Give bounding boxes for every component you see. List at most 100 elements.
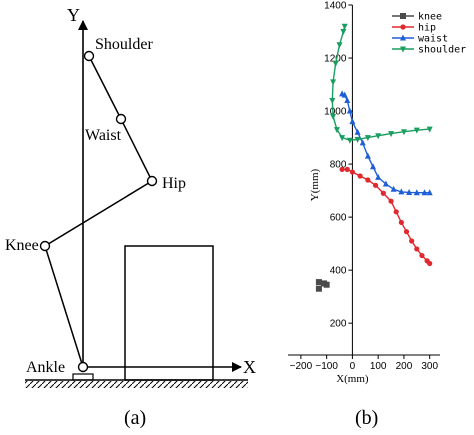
series-waist-point: [375, 173, 382, 180]
legend-waist-label: waist: [418, 34, 448, 45]
series-shoulder-point: [330, 113, 337, 120]
series-hip-point: [427, 260, 433, 267]
ankle-label: Ankle: [26, 359, 65, 376]
panel-b-label: (b): [355, 407, 378, 429]
series-hip-point: [388, 198, 394, 204]
series-shoulder-line: [331, 26, 430, 141]
series-waist-point: [341, 91, 348, 98]
y-axis-label: Y: [67, 5, 80, 25]
y-tick-label: 1200: [324, 54, 347, 65]
series-shoulder-point: [346, 137, 353, 144]
chart-y-axis-label: Y(mm): [309, 168, 321, 201]
body-links: [44, 55, 153, 368]
x-tick-label: 300: [421, 361, 438, 372]
series-hip-point: [409, 238, 415, 244]
series-hip-point: [380, 190, 386, 196]
legend-knee-marker: [400, 13, 406, 19]
y-tick-label: 200: [330, 319, 347, 330]
chart-x-axis-label: X(mm): [336, 373, 369, 385]
x-tick-label: 100: [370, 361, 387, 372]
legend-hip-label: hip: [418, 23, 436, 34]
x-tick-label: 0: [350, 361, 356, 372]
y-tick-label: 800: [330, 160, 347, 171]
series-waist-point: [406, 188, 413, 195]
obstacle-box: [124, 245, 214, 381]
x-tick-label: −100: [315, 361, 338, 372]
waist-label: Waist: [85, 127, 122, 144]
series-shoulder-point: [340, 29, 347, 36]
series-waist-point: [349, 118, 356, 125]
series-shoulder-point: [400, 129, 407, 136]
series-waist-point: [364, 152, 371, 159]
hip-label: Hip: [162, 175, 186, 192]
series-hip-point: [393, 209, 399, 215]
series-knee-point: [323, 281, 330, 288]
series-shoulder-point: [375, 133, 382, 140]
chart-axes: 200 400 600 800 1000 1200 1400 −200 −100 0 100 200 3…: [288, 1, 440, 372]
legend-hip-marker: [400, 24, 406, 30]
series-shoulder-point: [333, 127, 340, 134]
legend-shoulder-label: shoulder: [418, 45, 466, 56]
waist-joint: [115, 113, 127, 125]
series-shoulder-point: [332, 60, 339, 67]
y-tick-label: 1000: [324, 107, 347, 118]
series-waist-point: [426, 189, 433, 196]
series-waist-point: [354, 128, 361, 135]
series-shoulder-point: [336, 42, 343, 49]
series-hip-point: [414, 246, 420, 252]
series-hip-point: [349, 169, 356, 175]
legend-knee-label: knee: [418, 12, 442, 23]
series-hip-line: [342, 168, 431, 265]
series-hip-point: [357, 173, 363, 179]
series-waist-point: [346, 107, 353, 114]
series-waist-point: [413, 189, 420, 196]
series-waist-line: [341, 93, 430, 194]
y-tick-label: 1400: [324, 1, 347, 12]
series-hip-point: [344, 166, 350, 172]
ankle-joint: [77, 361, 89, 373]
ankle-base: [72, 373, 94, 381]
x-axis-label: X: [243, 357, 256, 377]
series-hip-point: [419, 252, 425, 259]
series-waist-point: [382, 180, 389, 187]
series-shoulder-point: [354, 136, 361, 143]
series-shoulder-point: [413, 127, 420, 134]
series-hip-point: [365, 177, 371, 183]
series-hip-point: [398, 219, 404, 226]
series-shoulder-point: [364, 135, 371, 142]
series-shoulder-point: [388, 131, 395, 138]
series-shoulder-point: [330, 79, 337, 86]
legend-waist-marker: [400, 34, 406, 41]
chart-b: 200 400 600 800 1000 1200 1400 −200 −100 0 100 200 3…: [288, 1, 466, 429]
series-waist-point: [421, 189, 428, 196]
series-waist-point: [359, 139, 366, 146]
series-knee-point: [315, 279, 322, 286]
chart-series: [315, 23, 433, 292]
series-shoulder-point: [341, 23, 348, 30]
series-waist-point: [370, 163, 377, 170]
knee-label: Knee: [5, 237, 39, 254]
shoulder-joint: [83, 50, 95, 62]
x-tick-label: −200: [290, 361, 313, 372]
series-hip-point: [339, 166, 345, 172]
hip-joint: [146, 175, 158, 187]
ground-hatch: [25, 381, 248, 388]
y-tick-label: 600: [330, 213, 347, 224]
series-waist-point: [398, 188, 405, 195]
diagram-a: Y X Shoulder Waist Hip Knee Ankle (a): [5, 5, 256, 429]
series-shoulder-point: [426, 126, 433, 133]
knee-joint: [39, 240, 51, 252]
shoulder-label: Shoulder: [95, 36, 153, 53]
series-shoulder-point: [329, 97, 336, 104]
y-tick-label: 400: [330, 266, 347, 277]
x-tick-label: 200: [396, 361, 413, 372]
legend-shoulder-marker: [400, 46, 406, 53]
series-shoulder-point: [339, 135, 346, 142]
series-hip-point: [372, 182, 379, 188]
series-waist-point: [344, 96, 351, 103]
series-knee-point: [315, 285, 322, 292]
series-hip-point: [403, 229, 410, 235]
series-waist-point: [390, 185, 397, 192]
panel-a-label: (a): [124, 407, 146, 429]
